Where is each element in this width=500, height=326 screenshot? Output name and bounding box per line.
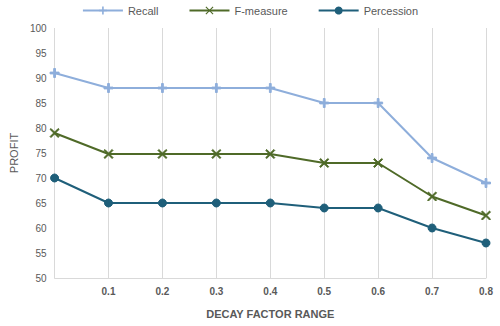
svg-text:PROFIT: PROFIT	[8, 133, 20, 174]
svg-text:0.8: 0.8	[479, 286, 493, 297]
svg-text:65: 65	[35, 198, 47, 209]
svg-text:Recall: Recall	[128, 5, 159, 17]
svg-text:0.2: 0.2	[155, 286, 169, 297]
svg-text:100: 100	[30, 23, 47, 34]
svg-text:80: 80	[35, 123, 47, 134]
svg-text:0.7: 0.7	[425, 286, 439, 297]
svg-text:75: 75	[35, 148, 47, 159]
svg-text:55: 55	[35, 248, 47, 259]
svg-text:95: 95	[35, 48, 47, 59]
svg-text:0.3: 0.3	[209, 286, 223, 297]
svg-text:50: 50	[35, 273, 47, 284]
svg-text:0.5: 0.5	[317, 286, 331, 297]
svg-text:90: 90	[35, 73, 47, 84]
svg-text:60: 60	[35, 223, 47, 234]
svg-text:0.1: 0.1	[102, 286, 116, 297]
svg-text:F-measure: F-measure	[234, 5, 287, 17]
svg-text:0.6: 0.6	[371, 286, 385, 297]
svg-text:0.4: 0.4	[263, 286, 277, 297]
svg-text:DECAY FACTOR RANGE: DECAY FACTOR RANGE	[206, 308, 334, 320]
svg-text:85: 85	[35, 98, 47, 109]
svg-text:70: 70	[35, 173, 47, 184]
svg-text:Percession: Percession	[364, 5, 418, 17]
